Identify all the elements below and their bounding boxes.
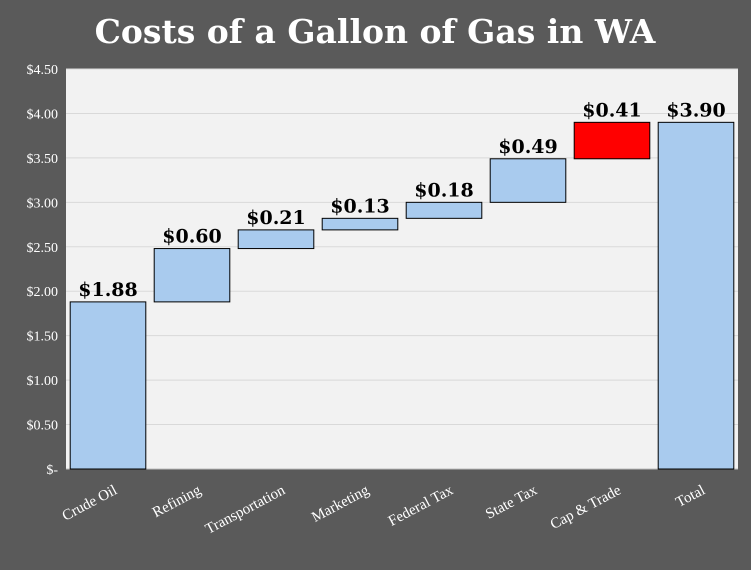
y-tick-label: $2.00 xyxy=(27,285,59,300)
bar-cap-trade xyxy=(573,121,651,160)
x-tick-label: State Tax xyxy=(483,482,540,523)
y-tick-label: $1.00 xyxy=(27,374,59,389)
bar-marketing xyxy=(321,217,399,231)
data-label: $0.18 xyxy=(414,179,474,201)
bar-state-tax xyxy=(489,158,567,203)
data-labels: $1.88 $0.60 $0.21 $0.13 $0.18 $0.49 $0.41 $3.90 xyxy=(78,99,726,301)
data-label: $0.41 xyxy=(582,99,642,121)
y-tick-label: $2.50 xyxy=(27,241,59,256)
x-tick-label: Marketing xyxy=(309,482,372,526)
y-tick-label: $3.50 xyxy=(27,152,59,167)
data-label: $1.88 xyxy=(78,279,138,301)
bar-refining xyxy=(153,248,231,303)
y-tick-label: $4.00 xyxy=(27,107,59,122)
y-tick-label: $- xyxy=(46,463,58,478)
y-tick-label: $1.50 xyxy=(27,330,59,345)
y-tick-label: $4.50 xyxy=(27,63,59,78)
x-tick-label: Crude Oil xyxy=(60,482,120,524)
axes: $- $0.50 $1.00 $1.50 $2.00 $2.50 $3.00 $3.50 $4.… xyxy=(27,63,738,478)
y-tick-label: $3.00 xyxy=(27,196,59,211)
bars xyxy=(69,121,735,470)
x-tick-label: Federal Tax xyxy=(386,482,456,530)
data-label: $0.13 xyxy=(330,195,390,217)
x-tick-label: Cap & Trade xyxy=(548,482,624,533)
bar-federal-tax xyxy=(405,201,483,219)
data-label: $0.60 xyxy=(162,226,222,248)
x-tick-label: Transportation xyxy=(203,482,288,538)
chart-title: Costs of a Gallon of Gas in WA xyxy=(95,12,656,51)
x-tick-label: Total xyxy=(673,482,708,510)
data-label: $0.21 xyxy=(246,207,306,229)
bar-transportation xyxy=(237,229,315,250)
data-label: $0.49 xyxy=(498,136,558,158)
data-label: $3.90 xyxy=(666,99,726,121)
bar-total xyxy=(657,121,735,470)
x-tick-label: Refining xyxy=(150,482,204,521)
bar-crude-oil xyxy=(69,301,147,470)
y-tick-label: $0.50 xyxy=(27,419,59,434)
